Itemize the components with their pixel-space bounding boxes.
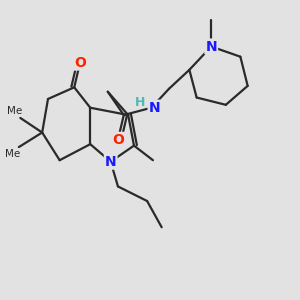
Text: N: N: [206, 40, 217, 53]
Text: H: H: [135, 96, 146, 109]
Text: N: N: [105, 155, 116, 169]
Text: O: O: [74, 56, 86, 70]
Text: O: O: [112, 133, 124, 147]
Text: Me: Me: [5, 148, 20, 158]
Text: Me: Me: [7, 106, 22, 116]
Text: N: N: [148, 101, 160, 115]
